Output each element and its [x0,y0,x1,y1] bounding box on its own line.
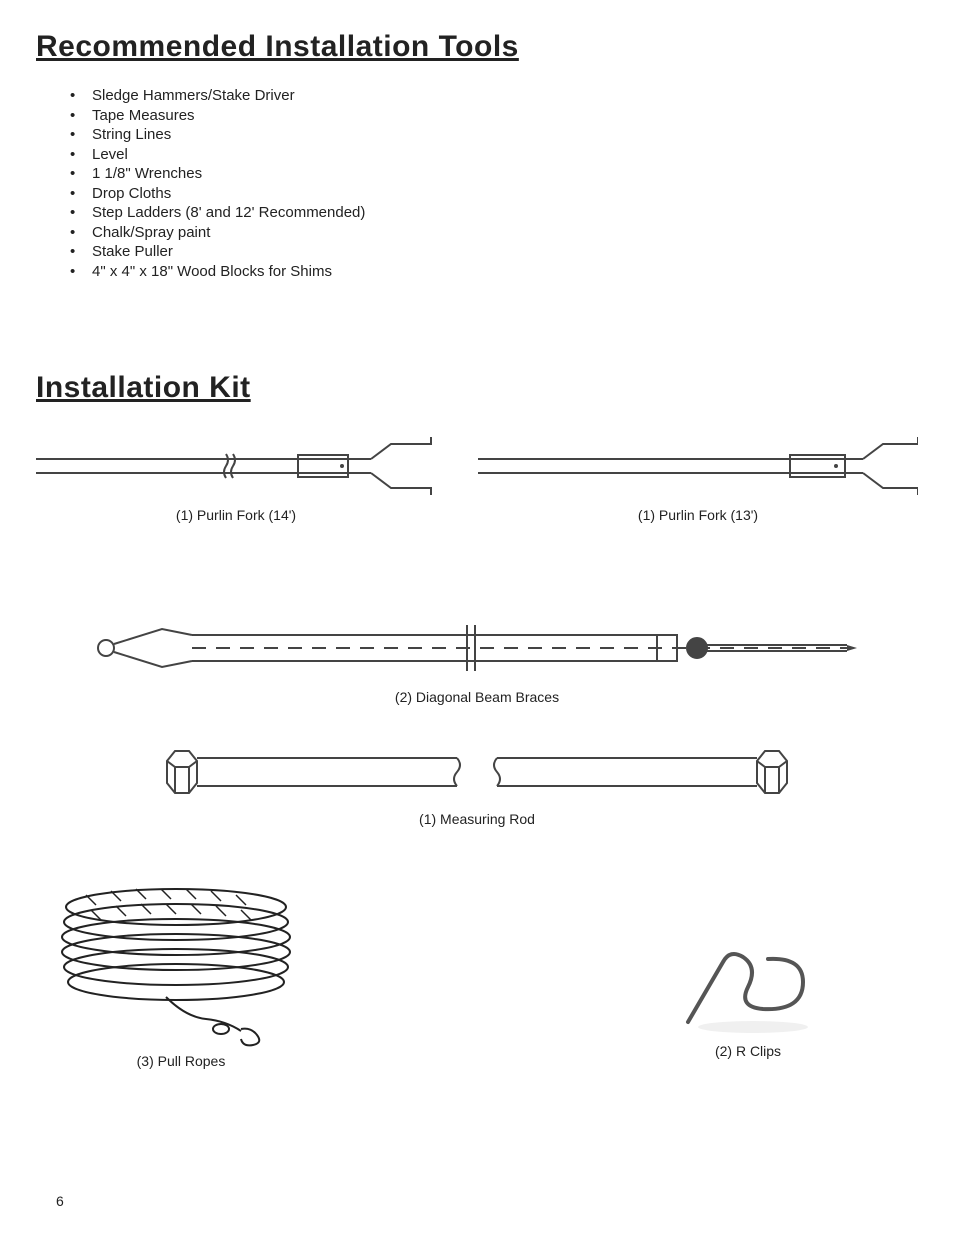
measuring-rod-caption: (1) Measuring Rod [157,811,797,827]
kit-item-r-clips: (2) R Clips [668,937,828,1059]
tool-item: Chalk/Spray paint [70,223,918,243]
tool-item: Tape Measures [70,106,918,126]
tools-list: Sledge Hammers/Stake Driver Tape Measure… [36,86,918,281]
purlin-fork-13-icon [478,431,918,501]
tool-item: Step Ladders (8' and 12' Recommended) [70,203,918,223]
diagonal-beam-brace-icon [92,613,862,683]
tool-item: String Lines [70,125,918,145]
purlin-fork-13-caption: (1) Purlin Fork (13') [478,507,918,523]
tool-item: Stake Puller [70,242,918,262]
kit-item-pull-ropes: (3) Pull Ropes [46,867,316,1069]
r-clip-icon [668,937,828,1037]
pull-ropes-caption: (3) Pull Ropes [46,1053,316,1069]
document-page: Recommended Installation Tools Sledge Ha… [0,0,954,1235]
tool-item: Drop Cloths [70,184,918,204]
r-clips-caption: (2) R Clips [668,1043,828,1059]
page-number: 6 [56,1193,64,1209]
kit-item-measuring-rod: (1) Measuring Rod [157,745,797,827]
kit-heading: Installation Kit [36,371,918,405]
tool-item: 4" x 4" x 18" Wood Blocks for Shims [70,262,918,282]
tool-item: Level [70,145,918,165]
measuring-rod-icon [157,745,797,805]
purlin-fork-14-caption: (1) Purlin Fork (14') [36,507,436,523]
tools-heading: Recommended Installation Tools [36,30,918,64]
purlin-fork-14-icon [36,431,436,501]
pull-ropes-icon [46,867,316,1047]
tool-item: 1 1/8" Wrenches [70,164,918,184]
kit-row-ropes-clips: (3) Pull Ropes (2) R Clips [36,867,918,1069]
kit-item-diagonal-beam-braces: (2) Diagonal Beam Braces [92,613,862,705]
kit-row-purlin-forks: (1) Purlin Fork (14') (1) Purlin Fork (1… [36,431,918,523]
diagonal-beam-braces-caption: (2) Diagonal Beam Braces [92,689,862,705]
kit-item-purlin-fork-13: (1) Purlin Fork (13') [478,431,918,523]
kit-item-purlin-fork-14: (1) Purlin Fork (14') [36,431,436,523]
tool-item: Sledge Hammers/Stake Driver [70,86,918,106]
